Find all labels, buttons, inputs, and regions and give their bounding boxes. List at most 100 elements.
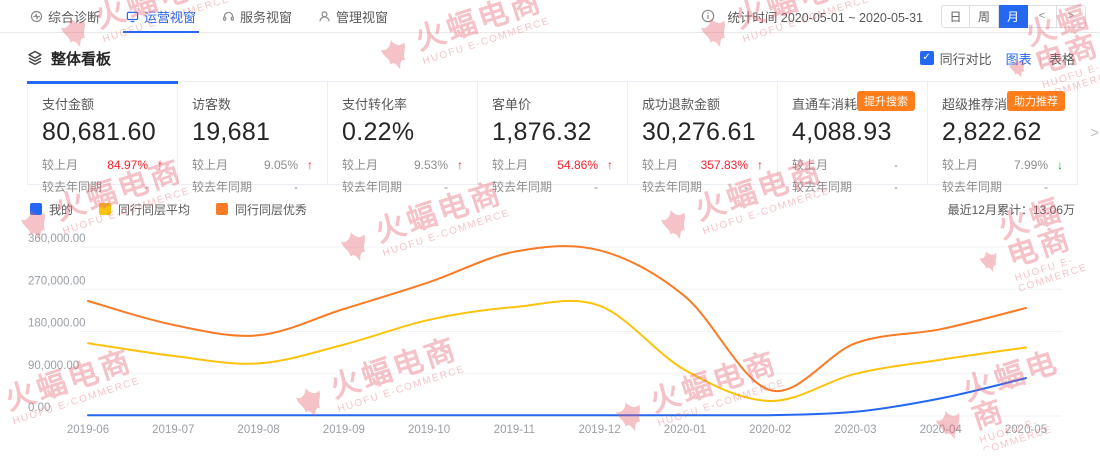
twelve-month-total-label: 最近12月累计：13.06万 — [947, 202, 1075, 217]
period-month-button[interactable]: 月 — [999, 4, 1028, 28]
view-toggle-divider: | — [1038, 50, 1042, 66]
kpi-card-refund-amount[interactable]: 成功退款金额 30,276.61 较上月 357.83% ↑ 较去年同期 - — [628, 82, 778, 194]
legend-swatch-orange — [216, 203, 229, 215]
arrow-up-icon: ↑ — [307, 157, 313, 172]
kpi-cards-row: 支付金额 80,681.60 较上月 84.97% ↑ 较去年同期 - 访客数 19,… — [27, 81, 1078, 194]
svg-text:2019-07: 2019-07 — [152, 424, 194, 436]
kpi-title: 直通车消耗 — [792, 97, 858, 112]
kpi-card-visitors[interactable]: 访客数 19,681 较上月 9.05% ↑ 较去年同期 - — [178, 82, 328, 194]
yoy-value: - — [444, 179, 448, 194]
kpi-title: 访客数 — [192, 97, 232, 112]
peer-compare-checkbox[interactable]: ✓ — [919, 51, 934, 65]
top-nav-bar: 综合诊断 运营视窗 服务视窗 管理视窗 统计时间 2020-05-01 ~ 20… — [0, 0, 1100, 33]
svg-text:180,000.00: 180,000.00 — [28, 318, 86, 330]
kpi-card-payment-amount[interactable]: 支付金额 80,681.60 较上月 84.97% ↑ 较去年同期 - — [27, 81, 178, 194]
kpi-value: 0.22% — [342, 118, 415, 146]
period-day-button[interactable]: 日 — [941, 4, 970, 28]
kpi-value: 80,681.60 — [42, 118, 156, 146]
arrow-up-icon: ↑ — [157, 157, 163, 172]
view-table-toggle[interactable]: 表格 — [1048, 51, 1075, 67]
kpi-card-ztc-spend[interactable]: 提升搜索 直通车消耗 4,088.93 较上月 - 较去年同期 - — [778, 82, 928, 194]
kpi-title: 客单价 — [492, 97, 532, 112]
yoy-label: 较去年同期 — [492, 180, 553, 194]
stat-time-label: 统计时间 2020-05-01 ~ 2020-05-31 — [727, 10, 923, 25]
tab-management-view[interactable]: 管理视窗 — [318, 0, 388, 33]
legend-label: 同行同层优秀 — [235, 202, 308, 217]
yoy-label: 较去年同期 — [792, 180, 853, 194]
mom-value: 9.53% — [413, 157, 448, 172]
mom-value: 357.83% — [700, 157, 748, 172]
view-chart-toggle[interactable]: 图表 — [1005, 51, 1032, 67]
kpi-card-conversion-rate[interactable]: 支付转化率 0.22% 较上月 9.53% ↑ 较去年同期 - — [328, 82, 478, 194]
info-icon[interactable] — [701, 9, 715, 23]
mom-label: 较上月 — [792, 158, 829, 172]
kpi-card-avg-order-value[interactable]: 客单价 1,876.32 较上月 54.86% ↑ 较去年同期 - — [478, 82, 628, 194]
mom-label: 较上月 — [642, 158, 679, 172]
tab-label: 管理视窗 — [336, 9, 389, 25]
tab-service-view[interactable]: 服务视窗 — [222, 0, 292, 33]
yoy-value: - — [1044, 179, 1048, 194]
kpi-cards-carousel: 支付金额 80,681.60 较上月 84.97% ↑ 较去年同期 - 访客数 19,… — [27, 81, 1099, 194]
yoy-value: - — [294, 179, 298, 194]
kpi-card-super-rec-spend[interactable]: 助力推荐 超级推荐消耗 2,822.62 较上月 7.99% ↓ 较去年同期 - — [928, 82, 1078, 194]
legend-item-mine[interactable]: 我的 — [30, 201, 73, 218]
chart-legend-row: 我的 同行同层平均 同行同层优秀 最近12月累计：13.06万 — [30, 201, 1075, 218]
cards-next-chevron-icon[interactable]: > — [1090, 124, 1099, 142]
arrow-down-icon: ↓ — [1057, 157, 1063, 172]
trend-line-chart: 0.00 90,000.00 180,000.00 270,000.00 360,000… — [28, 233, 1062, 436]
yoy-label: 较去年同期 — [642, 180, 703, 194]
arrow-up-icon: ↑ — [607, 157, 613, 172]
tab-label: 运营视窗 — [144, 9, 197, 25]
section-title-text: 整体看板 — [51, 50, 112, 68]
mom-value: 7.99% — [1013, 157, 1048, 172]
tab-operations-view[interactable]: 运营视窗 — [123, 0, 200, 33]
mom-label: 较上月 — [942, 158, 979, 172]
yoy-value: - — [744, 179, 748, 194]
kpi-value: 2,822.62 — [942, 118, 1042, 146]
svg-text:2019-09: 2019-09 — [323, 424, 365, 436]
svg-text:2020-01: 2020-01 — [664, 424, 706, 436]
mom-label: 较上月 — [342, 158, 379, 172]
peer-compare-label: 同行对比 — [939, 51, 992, 67]
yoy-label: 较去年同期 — [192, 180, 253, 194]
svg-text:270,000.00: 270,000.00 — [28, 275, 86, 287]
svg-text:90,000.00: 90,000.00 — [28, 360, 79, 372]
mom-label: 较上月 — [492, 158, 529, 172]
yoy-label: 较去年同期 — [42, 180, 103, 194]
user-icon — [319, 10, 330, 21]
kpi-title: 超级推荐消耗 — [942, 97, 1021, 112]
kpi-title: 支付金额 — [42, 97, 95, 112]
svg-text:2019-06: 2019-06 — [67, 424, 109, 436]
tab-comprehensive-diagnosis[interactable]: 综合诊断 — [30, 0, 100, 33]
promo-badge[interactable]: 提升搜索 — [857, 91, 915, 111]
kpi-value: 30,276.61 — [642, 118, 756, 146]
legend-label: 同行同层平均 — [118, 202, 191, 217]
legend-item-peer-average[interactable]: 同行同层平均 — [99, 201, 190, 218]
svg-text:2020-03: 2020-03 — [834, 424, 876, 436]
page-title: 整体看板 — [27, 48, 111, 69]
legend-swatch-yellow — [99, 203, 112, 215]
arrow-up-icon: ↑ — [457, 157, 463, 172]
period-next-button[interactable]: > — [1057, 4, 1086, 28]
mom-label: 较上月 — [42, 158, 79, 172]
legend-item-peer-excellent[interactable]: 同行同层优秀 — [216, 201, 307, 218]
period-prev-button[interactable]: < — [1028, 4, 1057, 28]
kpi-value: 19,681 — [192, 118, 271, 146]
svg-text:2020-04: 2020-04 — [920, 424, 963, 436]
legend-swatch-blue — [30, 203, 42, 215]
svg-text:0.00: 0.00 — [28, 402, 50, 414]
yoy-value: - — [594, 179, 598, 194]
yoy-label: 较去年同期 — [342, 180, 403, 194]
mom-value: - — [894, 157, 898, 172]
headset-icon — [223, 11, 234, 21]
period-week-button[interactable]: 周 — [970, 4, 999, 28]
kpi-value: 1,876.32 — [492, 118, 592, 146]
yoy-label: 较去年同期 — [942, 180, 1003, 194]
promo-badge[interactable]: 助力推荐 — [1007, 91, 1065, 111]
svg-text:2019-12: 2019-12 — [579, 424, 621, 436]
mom-value: 54.86% — [557, 157, 598, 172]
tab-label: 服务视窗 — [240, 9, 293, 25]
svg-text:2019-08: 2019-08 — [237, 424, 279, 436]
arrow-up-icon: ↑ — [757, 157, 763, 172]
tab-label: 综合诊断 — [48, 9, 101, 25]
